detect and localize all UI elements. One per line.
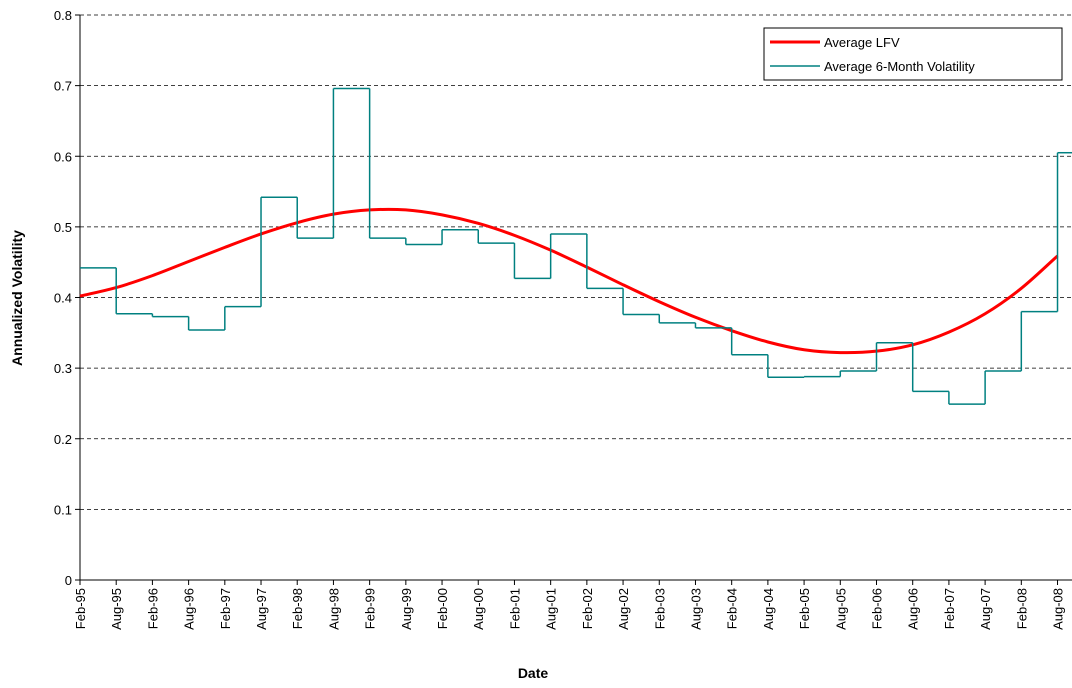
x-tick-label: Aug-07 [978, 588, 993, 630]
y-axis-title: Annualized Volatility [9, 230, 25, 366]
y-tick-label: 0.3 [54, 361, 72, 376]
x-tick-label: Feb-04 [725, 588, 740, 629]
x-tick-label: Feb-07 [942, 588, 957, 629]
x-tick-label: Aug-08 [1051, 588, 1066, 630]
x-tick-label: Feb-98 [290, 588, 305, 629]
x-tick-label: Aug-04 [761, 588, 776, 630]
x-tick-label: Feb-00 [435, 588, 450, 629]
x-tick-label: Aug-96 [182, 588, 197, 630]
x-tick-label: Feb-08 [1014, 588, 1029, 629]
legend-label: Average LFV [824, 35, 900, 50]
x-tick-label: Aug-03 [688, 588, 703, 630]
x-tick-label: Aug-06 [906, 588, 921, 630]
x-tick-label: Feb-03 [652, 588, 667, 629]
x-tick-label: Aug-05 [833, 588, 848, 630]
y-tick-label: 0.4 [54, 291, 72, 306]
x-tick-label: Feb-05 [797, 588, 812, 629]
x-tick-label: Aug-01 [544, 588, 559, 630]
x-tick-label: Feb-95 [73, 588, 88, 629]
x-tick-label: Aug-02 [616, 588, 631, 630]
x-tick-label: Feb-99 [363, 588, 378, 629]
y-tick-label: 0.1 [54, 502, 72, 517]
x-tick-label: Feb-06 [869, 588, 884, 629]
x-tick-label: Feb-97 [218, 588, 233, 629]
y-tick-label: 0.6 [54, 149, 72, 164]
x-tick-label: Feb-02 [580, 588, 595, 629]
y-tick-label: 0.8 [54, 8, 72, 23]
x-tick-label: Aug-00 [471, 588, 486, 630]
y-tick-label: 0.5 [54, 220, 72, 235]
x-tick-label: Feb-96 [145, 588, 160, 629]
x-tick-label: Aug-95 [109, 588, 124, 630]
legend-label: Average 6-Month Volatility [824, 59, 975, 74]
y-tick-label: 0 [65, 573, 72, 588]
y-tick-label: 0.7 [54, 79, 72, 94]
x-tick-label: Aug-97 [254, 588, 269, 630]
x-tick-label: Aug-98 [326, 588, 341, 630]
x-tick-label: Feb-01 [507, 588, 522, 629]
legend-box [763, 27, 1063, 81]
x-tick-label: Aug-99 [399, 588, 414, 630]
x-axis-title: Date [518, 665, 549, 681]
line [79, 207, 1059, 355]
y-tick-label: 0.2 [54, 432, 72, 447]
